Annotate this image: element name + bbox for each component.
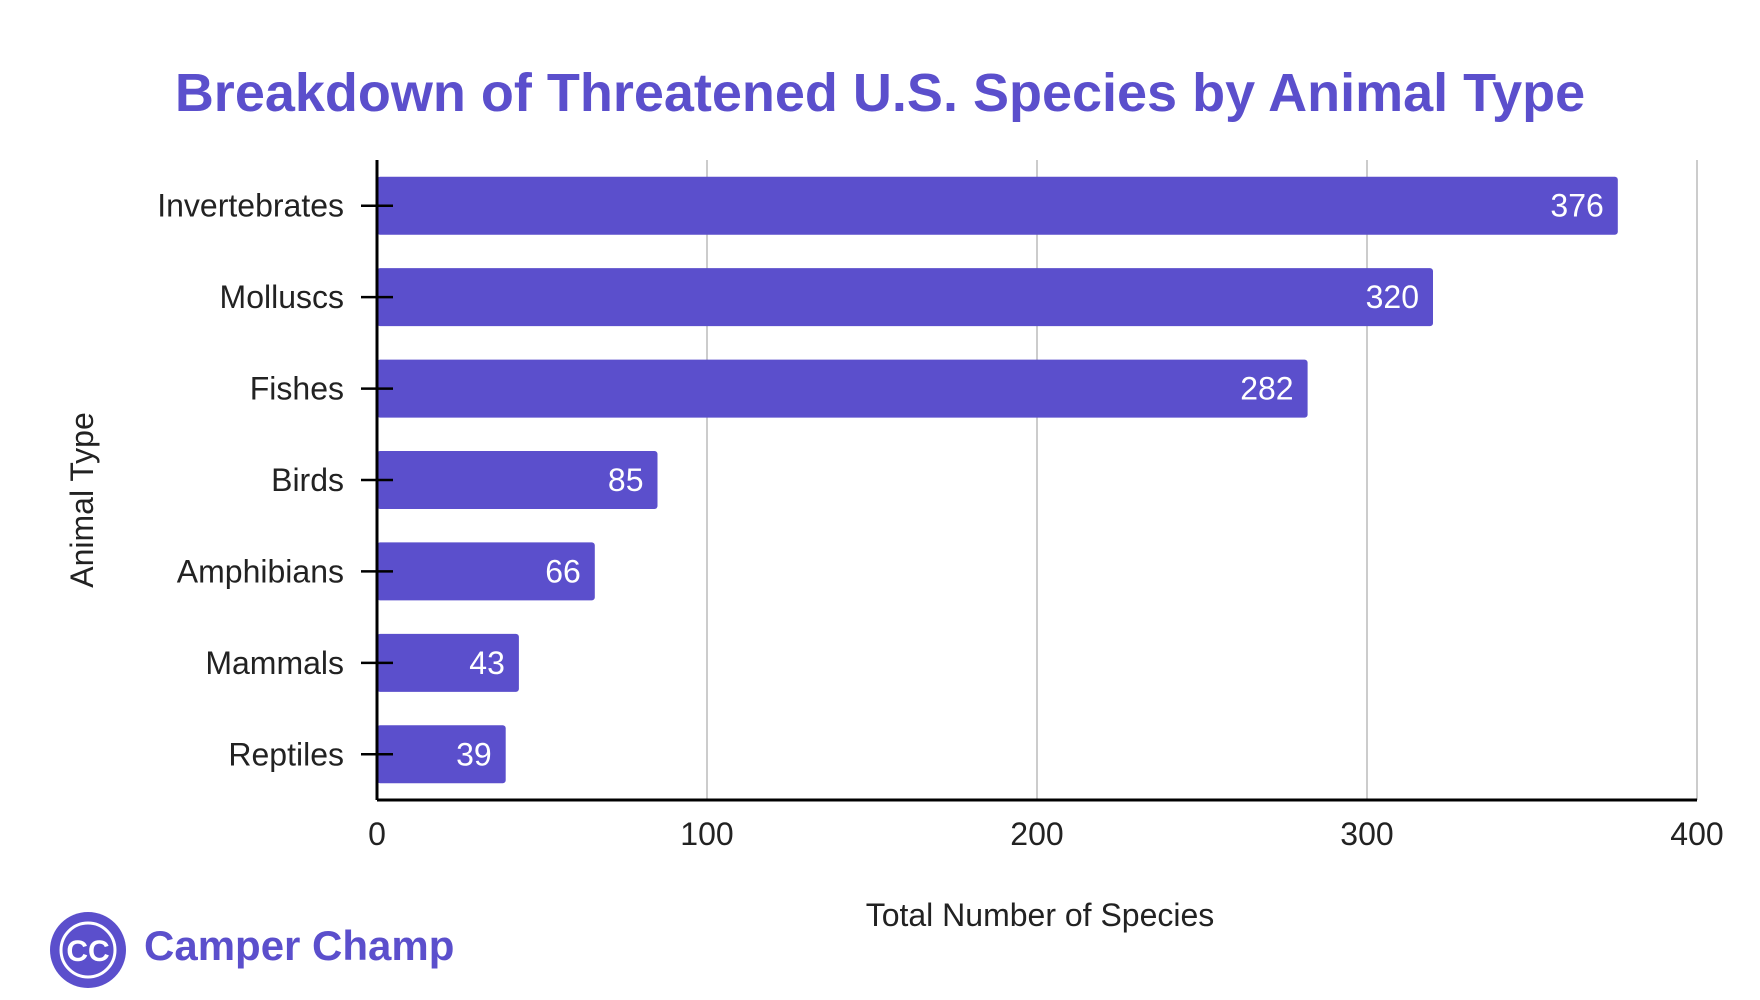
bar [377,451,658,509]
bar-data-label: 320 [1366,279,1419,315]
bar [377,725,506,784]
bar [377,542,595,601]
axes: 0 100 200 300 400 Invertebrates Molluscs Fishes… [157,160,1724,852]
logo-text: CC [66,935,109,968]
category-label: Birds [271,462,344,498]
y-axis-label: Animal Type [64,412,100,588]
category-label: Molluscs [220,279,344,315]
category-label: Amphibians [177,553,344,589]
bar-data-label: 39 [456,736,492,772]
category-label: Invertebrates [157,188,344,224]
bar-data-label: 43 [469,645,505,681]
bar [377,359,1308,418]
category-label: Fishes [250,371,344,407]
x-tick-label: 100 [680,816,733,852]
x-axis-label: Total Number of Species [866,897,1215,933]
category-label: Reptiles [228,736,344,772]
bar-data-label: 376 [1550,188,1603,224]
brand-name: Camper Champ [144,922,455,969]
bar-data-label: 66 [545,553,581,589]
grid-lines [706,160,1698,800]
bars: 376 320 282 85 66 43 39 [377,176,1618,784]
x-tick-label: 0 [368,816,386,852]
bar-data-label: 85 [608,462,644,498]
bar [377,268,1433,327]
bar-data-label: 282 [1240,371,1293,407]
category-label: Mammals [205,645,344,681]
bar [377,633,519,692]
bar [377,176,1618,235]
chart-title: Breakdown of Threatened U.S. Species by … [174,63,1586,123]
x-tick-label: 300 [1340,816,1393,852]
x-tick-label: 400 [1670,816,1723,852]
camper-champ-logo-icon: CC [48,910,128,990]
x-tick-label: 200 [1010,816,1063,852]
